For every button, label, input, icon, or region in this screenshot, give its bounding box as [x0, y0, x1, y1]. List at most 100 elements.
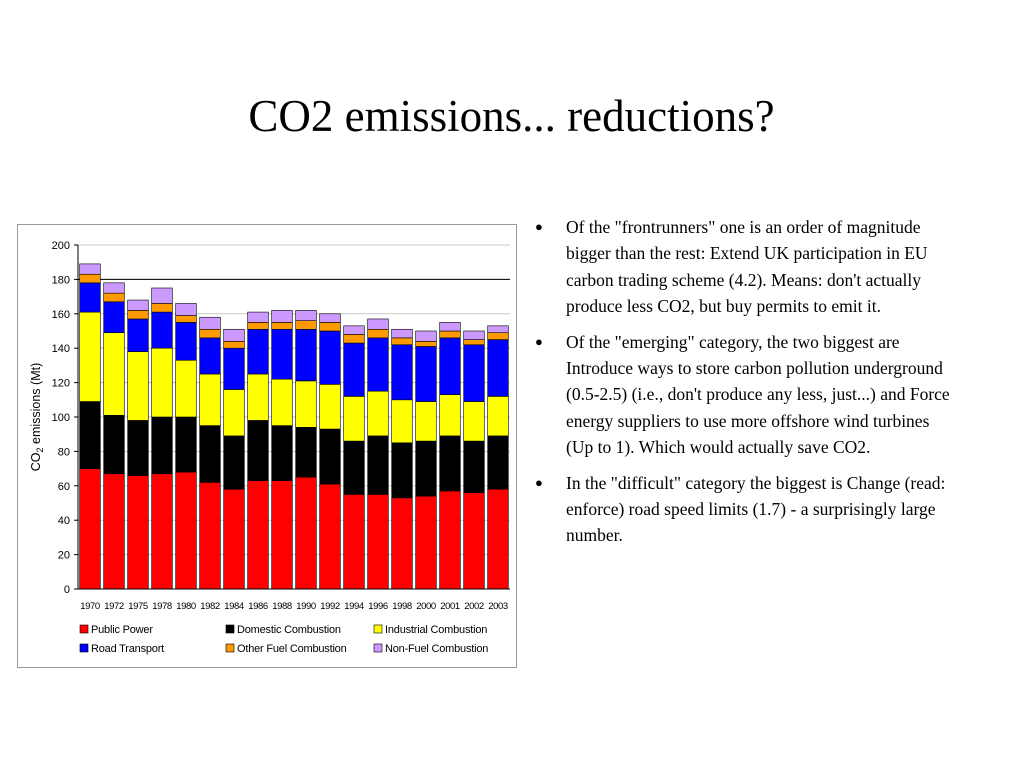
bar-segment	[295, 380, 317, 428]
legend-swatch	[79, 624, 89, 634]
legend-label: Non-Fuel Combustion	[385, 643, 488, 655]
bar-segment	[295, 310, 317, 321]
bar-segment	[295, 328, 317, 382]
bar-segment	[223, 389, 245, 437]
bar-segment	[223, 435, 245, 490]
bar-segment	[223, 347, 245, 390]
bar-segment	[151, 303, 173, 313]
x-tick-label: 1988	[272, 601, 292, 612]
bar-segment	[487, 435, 509, 490]
bar-segment	[151, 311, 173, 349]
legend-swatch	[373, 624, 383, 634]
bar-segment	[199, 328, 221, 339]
bar-segment	[415, 440, 437, 497]
y-tick-label: 20	[58, 550, 70, 562]
bar-segment	[487, 339, 509, 397]
bullet-item-frontrunners: ● Of the "frontrunners" one is an order …	[535, 214, 955, 320]
legend-label: Public Power	[91, 624, 153, 636]
legend-swatch	[79, 643, 89, 653]
bar-segment	[199, 316, 221, 330]
x-tick-label: 1975	[128, 601, 148, 612]
bar-segment	[367, 494, 389, 590]
bullet-text: Of the "emerging" category, the two bigg…	[566, 331, 950, 458]
bar-segment	[79, 311, 101, 402]
bar-segment	[151, 287, 173, 304]
bar-segment	[415, 346, 437, 402]
bar-segment	[271, 310, 293, 323]
bar-segment	[367, 390, 389, 437]
bar-segment	[367, 435, 389, 495]
bar-segment	[319, 428, 341, 485]
y-tick-label: 0	[64, 584, 70, 596]
legend-label: Industrial Combustion	[385, 624, 487, 636]
slide-title: CO2 emissions... reductions?	[248, 91, 775, 141]
bar-segment	[175, 359, 197, 418]
bar-segment	[391, 344, 413, 401]
bar-segment	[439, 490, 461, 590]
bar-segment	[463, 440, 485, 493]
bar-segment	[415, 495, 437, 590]
y-tick-label: 180	[52, 274, 70, 286]
chart-frame: 0 20 40 60 80 100 120 140 160 180 200 1970 1972 1975 1…	[17, 224, 517, 668]
bar-segment	[391, 337, 413, 346]
bar-segment	[175, 416, 197, 473]
bar-segment	[247, 322, 269, 330]
bullet-list: ● Of the "frontrunners" one is an order …	[535, 214, 955, 558]
bar-segment	[319, 483, 341, 590]
bar-segment	[247, 311, 269, 323]
x-tick-label: 1984	[224, 601, 244, 612]
x-tick-label: 1998	[392, 601, 412, 612]
legend-label: Road Transport	[91, 643, 164, 655]
bar-segment	[79, 282, 101, 313]
bar-segment	[487, 332, 509, 340]
bar-segment	[463, 344, 485, 402]
y-tick-label: 140	[52, 343, 70, 355]
bar-segment	[271, 425, 293, 481]
bar-segment	[127, 351, 149, 421]
bar-segment	[319, 313, 341, 323]
bar-segment	[487, 325, 509, 334]
y-tick-label: 100	[52, 412, 70, 424]
bar-segment	[79, 273, 101, 284]
bar-segment	[391, 399, 413, 444]
bullet-item-difficult: ● In the "difficult" category the bigges…	[535, 470, 955, 549]
bar-segment	[271, 322, 293, 330]
bar-segment	[391, 497, 413, 590]
y-tick-label: 40	[58, 515, 70, 527]
bar-segment	[343, 440, 365, 495]
bar-segment	[151, 473, 173, 590]
bar-segment	[343, 396, 365, 442]
bar-segment	[199, 337, 221, 375]
bar-segment	[79, 468, 101, 590]
x-tick-label: 1990	[296, 601, 316, 612]
bar-segment	[295, 427, 317, 478]
bar-segment	[103, 473, 125, 590]
bar-segment	[463, 401, 485, 442]
bar-segment	[367, 337, 389, 392]
bar-segment	[295, 476, 317, 590]
x-tick-label: 1978	[152, 601, 172, 612]
x-tick-label: 1982	[200, 601, 220, 612]
bar-segment	[415, 341, 437, 347]
bar-segment	[343, 494, 365, 590]
x-tick-label: 2001	[440, 601, 460, 612]
bar-segment	[343, 325, 365, 335]
bar-segment	[271, 328, 293, 380]
bar-segment	[175, 315, 197, 323]
bar-segment	[127, 299, 149, 311]
x-tick-label: 2003	[488, 601, 508, 612]
x-tick-label: 1986	[248, 601, 268, 612]
bar-segment	[319, 330, 341, 385]
bar-segment	[127, 475, 149, 590]
bar-segment	[463, 492, 485, 590]
bar-segment	[79, 263, 101, 275]
legend-swatch	[373, 643, 383, 653]
bar-segment	[247, 480, 269, 590]
bullet-dot-icon: ●	[535, 219, 543, 234]
bar-segment	[223, 488, 245, 590]
bar-segment	[247, 420, 269, 481]
bar-segment	[175, 322, 197, 361]
bar-segment	[199, 373, 221, 426]
bar-segment	[367, 318, 389, 330]
bar-segment	[463, 339, 485, 346]
